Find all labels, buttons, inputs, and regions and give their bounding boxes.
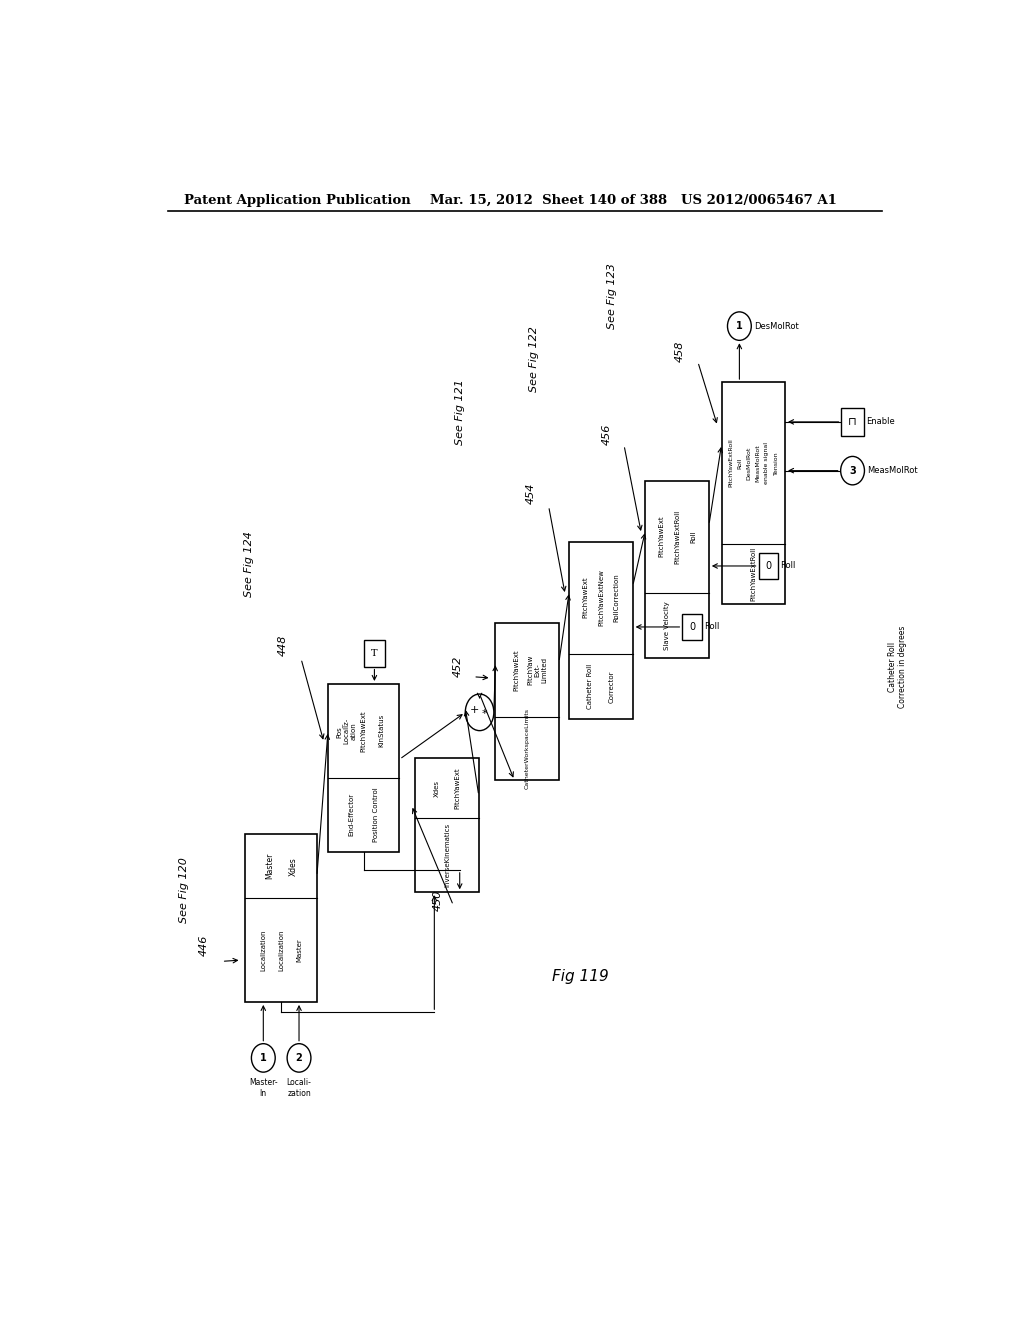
Text: See Fig 123: See Fig 123 <box>607 263 617 329</box>
Ellipse shape <box>287 1044 311 1072</box>
Text: RollCorrection: RollCorrection <box>613 573 620 622</box>
Text: Localization: Localization <box>260 929 266 970</box>
Text: Position Control: Position Control <box>373 787 379 842</box>
Text: Fig 119: Fig 119 <box>552 969 608 985</box>
Text: Catheter Roll: Catheter Roll <box>588 664 593 709</box>
Bar <box>496 623 559 780</box>
Bar <box>328 684 399 851</box>
Bar <box>842 408 863 436</box>
Text: See Fig 121: See Fig 121 <box>455 379 465 445</box>
Text: 450: 450 <box>432 890 442 911</box>
Text: See Fig 122: See Fig 122 <box>529 326 540 392</box>
Text: Roll: Roll <box>780 561 796 570</box>
Text: 0: 0 <box>765 561 771 572</box>
Text: Master-
In: Master- In <box>249 1078 278 1098</box>
Ellipse shape <box>841 457 864 484</box>
Text: PitchYawExt: PitchYawExt <box>514 649 519 690</box>
Text: PitchYawExt: PitchYawExt <box>582 577 588 619</box>
Text: Localization: Localization <box>279 929 285 970</box>
Text: ⊓: ⊓ <box>848 417 857 426</box>
Text: Catheter Roll
Correction in degrees: Catheter Roll Correction in degrees <box>888 626 907 708</box>
Text: KinStatus: KinStatus <box>379 714 385 747</box>
Text: Limiter: Limiter <box>685 614 691 638</box>
Text: InverseKinematics: InverseKinematics <box>444 824 450 887</box>
Ellipse shape <box>252 1044 275 1072</box>
Text: 454: 454 <box>526 483 537 504</box>
Text: 1: 1 <box>260 1053 266 1063</box>
Text: *: * <box>481 709 487 719</box>
Text: 448: 448 <box>278 635 288 656</box>
Text: Patent Application Publication: Patent Application Publication <box>183 194 411 207</box>
Bar <box>722 381 785 603</box>
Text: See Fig 120: See Fig 120 <box>178 857 188 923</box>
Text: MeasMolRot: MeasMolRot <box>756 444 761 482</box>
Text: Roll: Roll <box>737 457 742 469</box>
Text: Xdes: Xdes <box>433 780 439 797</box>
Text: 0: 0 <box>689 622 695 632</box>
Text: T: T <box>371 649 378 657</box>
Text: PitchYawExtRoll: PitchYawExtRoll <box>728 438 733 487</box>
Text: DesMolRot: DesMolRot <box>754 322 799 330</box>
Text: 458: 458 <box>675 341 685 362</box>
Text: 456: 456 <box>601 424 611 445</box>
Text: DesMolRot: DesMolRot <box>746 446 752 479</box>
Text: Mar. 15, 2012  Sheet 140 of 388   US 2012/0065467 A1: Mar. 15, 2012 Sheet 140 of 388 US 2012/0… <box>430 194 837 207</box>
Text: PitchYawExt: PitchYawExt <box>658 516 665 557</box>
Text: +: + <box>470 705 479 715</box>
Text: MeasMolRot: MeasMolRot <box>867 466 918 475</box>
Text: 2: 2 <box>296 1053 302 1063</box>
Text: 3: 3 <box>849 466 856 475</box>
Text: Xdes: Xdes <box>289 857 298 875</box>
Text: PitchYawExt: PitchYawExt <box>455 767 461 809</box>
Text: See Fig 124: See Fig 124 <box>244 532 254 598</box>
Text: 1: 1 <box>736 321 742 331</box>
Text: Slave Velocity: Slave Velocity <box>664 601 670 649</box>
Text: 446: 446 <box>199 935 209 956</box>
Bar <box>569 541 633 719</box>
Text: CatheterWorkspaceLimits: CatheterWorkspaceLimits <box>524 709 529 789</box>
Text: 452: 452 <box>453 656 463 677</box>
Text: Roll: Roll <box>690 531 696 543</box>
Bar <box>246 834 316 1002</box>
Text: Master: Master <box>265 853 273 879</box>
Text: Pos_
Localiz-
ation: Pos_ Localiz- ation <box>336 718 356 744</box>
Text: Tension: Tension <box>773 451 778 475</box>
Text: PitchYawExtNew: PitchYawExtNew <box>598 569 604 626</box>
Text: enable signal: enable signal <box>765 442 769 484</box>
Ellipse shape <box>727 312 752 341</box>
Text: PitchYawExtRoll: PitchYawExtRoll <box>751 546 757 601</box>
Text: PitchYawExt: PitchYawExt <box>360 710 367 751</box>
Bar <box>759 553 778 578</box>
Bar <box>645 480 709 659</box>
Bar <box>365 640 385 667</box>
Text: Master: Master <box>296 939 302 962</box>
Text: Enable: Enable <box>866 417 895 426</box>
Text: Locali-
zation: Locali- zation <box>287 1078 311 1098</box>
Text: End-Effector: End-Effector <box>349 793 354 837</box>
Text: PitchYaw
Ext-
Limited: PitchYaw Ext- Limited <box>527 655 548 685</box>
Bar <box>682 614 702 640</box>
Text: PitchYawExtRoll: PitchYawExtRoll <box>674 510 680 564</box>
Text: Roll: Roll <box>705 623 720 631</box>
Bar <box>416 758 479 892</box>
Text: Corrector: Corrector <box>608 671 614 702</box>
